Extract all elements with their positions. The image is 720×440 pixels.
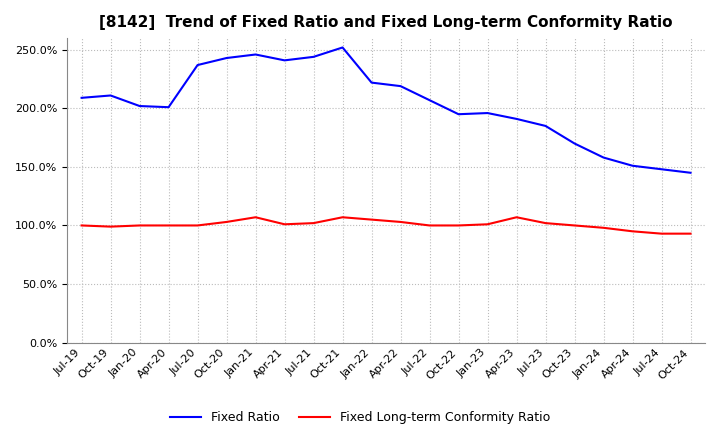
Fixed Ratio — [280, 58, 289, 63]
Fixed Ratio — [107, 93, 115, 98]
Fixed Ratio — [628, 163, 636, 169]
Fixed Long-term Conformity Ratio — [657, 231, 666, 236]
Fixed Long-term Conformity Ratio — [483, 222, 492, 227]
Fixed Ratio — [338, 45, 347, 50]
Fixed Ratio — [570, 141, 579, 146]
Fixed Ratio — [309, 54, 318, 59]
Fixed Long-term Conformity Ratio — [628, 229, 636, 234]
Fixed Ratio — [367, 80, 376, 85]
Fixed Ratio — [222, 55, 231, 61]
Fixed Ratio — [396, 84, 405, 89]
Fixed Long-term Conformity Ratio — [396, 219, 405, 224]
Fixed Long-term Conformity Ratio — [77, 223, 86, 228]
Fixed Ratio — [599, 155, 608, 160]
Legend: Fixed Ratio, Fixed Long-term Conformity Ratio: Fixed Ratio, Fixed Long-term Conformity … — [165, 407, 555, 429]
Fixed Long-term Conformity Ratio — [164, 223, 173, 228]
Fixed Ratio — [541, 123, 550, 128]
Fixed Long-term Conformity Ratio — [280, 222, 289, 227]
Fixed Long-term Conformity Ratio — [512, 215, 521, 220]
Fixed Long-term Conformity Ratio — [426, 223, 434, 228]
Fixed Long-term Conformity Ratio — [107, 224, 115, 229]
Fixed Long-term Conformity Ratio — [338, 215, 347, 220]
Fixed Long-term Conformity Ratio — [193, 223, 202, 228]
Fixed Long-term Conformity Ratio — [251, 215, 260, 220]
Fixed Ratio — [164, 105, 173, 110]
Fixed Long-term Conformity Ratio — [309, 220, 318, 226]
Fixed Ratio — [512, 116, 521, 121]
Fixed Long-term Conformity Ratio — [454, 223, 463, 228]
Fixed Ratio — [657, 167, 666, 172]
Fixed Long-term Conformity Ratio — [686, 231, 695, 236]
Fixed Ratio — [193, 62, 202, 68]
Fixed Ratio — [686, 170, 695, 176]
Fixed Long-term Conformity Ratio — [222, 219, 231, 224]
Fixed Long-term Conformity Ratio — [367, 217, 376, 222]
Fixed Long-term Conformity Ratio — [135, 223, 144, 228]
Title: [8142]  Trend of Fixed Ratio and Fixed Long-term Conformity Ratio: [8142] Trend of Fixed Ratio and Fixed Lo… — [99, 15, 672, 30]
Fixed Ratio — [483, 110, 492, 116]
Line: Fixed Ratio: Fixed Ratio — [81, 48, 690, 173]
Fixed Long-term Conformity Ratio — [570, 223, 579, 228]
Fixed Ratio — [454, 112, 463, 117]
Fixed Ratio — [426, 98, 434, 103]
Fixed Long-term Conformity Ratio — [541, 220, 550, 226]
Fixed Long-term Conformity Ratio — [599, 225, 608, 231]
Fixed Ratio — [135, 103, 144, 109]
Line: Fixed Long-term Conformity Ratio: Fixed Long-term Conformity Ratio — [81, 217, 690, 234]
Fixed Ratio — [77, 95, 86, 100]
Fixed Ratio — [251, 52, 260, 57]
